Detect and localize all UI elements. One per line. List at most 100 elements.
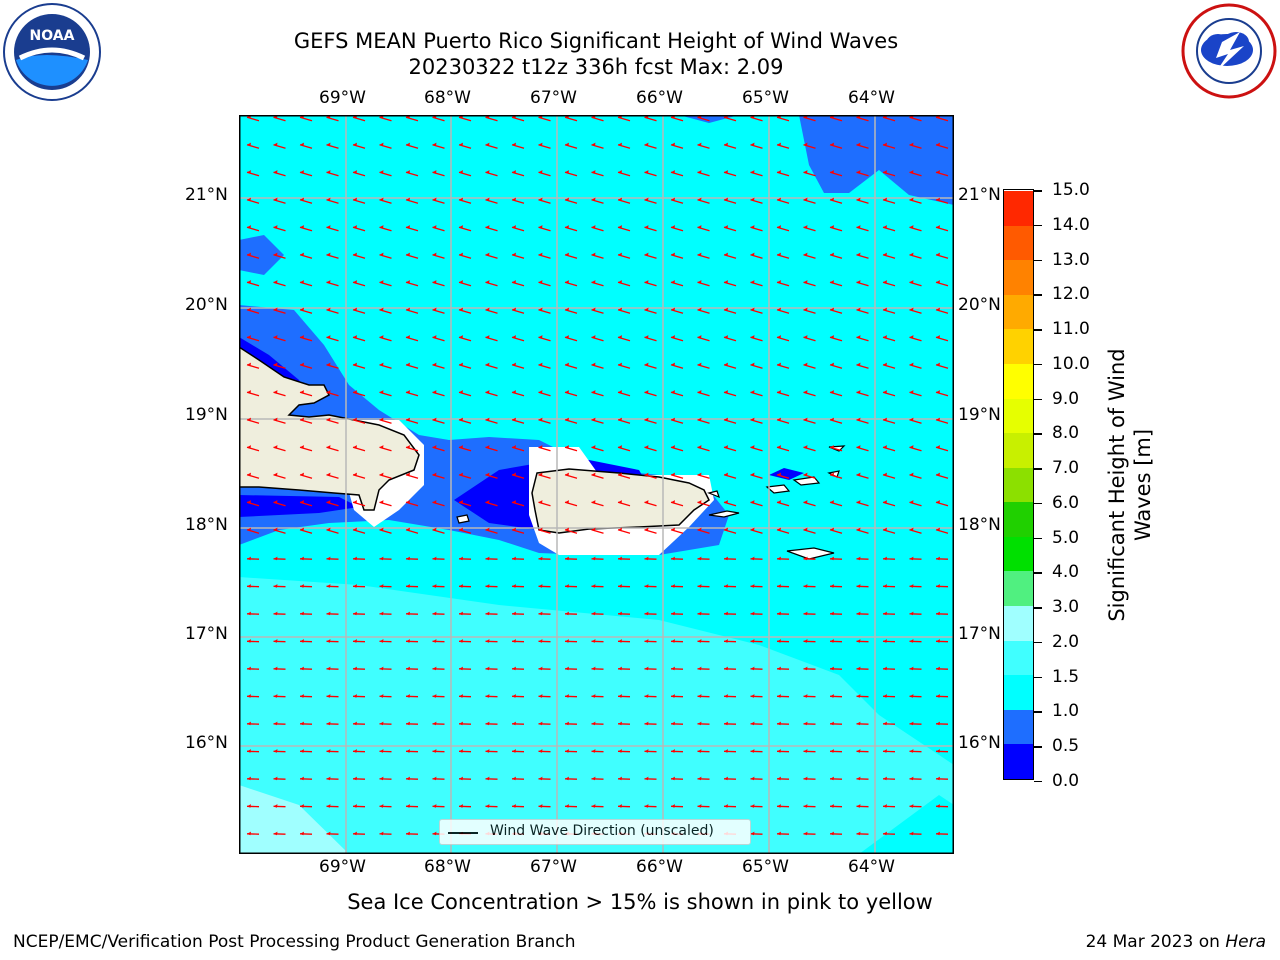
wave-direction-arrowhead <box>379 170 384 174</box>
wave-direction-arrowhead <box>485 142 490 147</box>
wave-direction-arrowhead <box>247 776 251 781</box>
map-frame <box>239 115 954 854</box>
wave-direction-arrowhead <box>671 500 675 504</box>
wave-direction-arrowhead <box>750 280 755 284</box>
colorbar-tick: 7.0 <box>1033 458 1079 478</box>
wave-direction-arrowhead <box>300 804 304 808</box>
wave-direction-arrowhead <box>565 804 569 808</box>
wave-direction-arrowhead <box>671 307 675 312</box>
wave-direction-arrowhead <box>644 749 649 753</box>
wave-direction-arrowhead <box>803 776 808 781</box>
wave-direction-arrowhead <box>803 584 808 588</box>
colorbar-tick: 13.0 <box>1034 250 1090 270</box>
wave-direction-arrowhead <box>300 666 304 671</box>
wave-direction-arrowhead <box>750 721 755 726</box>
wave-direction-arrowhead <box>830 500 834 504</box>
wave-direction-arrowhead <box>512 445 516 449</box>
st-croix-island <box>786 547 835 560</box>
wave-direction-arrowhead <box>856 556 861 561</box>
colorbar-segment <box>1004 398 1033 434</box>
wave-direction-arrowhead <box>273 197 278 202</box>
colorbar-tick: 4.0 <box>1033 562 1079 582</box>
wave-direction-arrowhead <box>803 225 808 229</box>
wave-direction-arrowhead <box>830 252 834 257</box>
wave-direction-arrowhead <box>883 362 887 367</box>
wave-direction-arrowhead <box>697 776 702 781</box>
wave-direction-arrowhead <box>591 307 596 312</box>
wave-direction-arrowhead <box>300 142 304 147</box>
wave-direction-arrowhead <box>697 666 702 671</box>
wave-direction-arrowhead <box>724 197 728 202</box>
wave-direction-arrowhead <box>777 362 781 367</box>
wave-direction-arrowhead <box>485 170 490 174</box>
wave-direction-arrowhead <box>300 307 304 312</box>
wave-direction-arrowhead <box>273 225 278 229</box>
wave-direction-arrowhead <box>300 500 304 504</box>
wave-direction-arrowhead <box>909 197 914 202</box>
wave-direction-arrowhead <box>406 445 410 449</box>
wave-direction-arrowhead <box>644 142 649 147</box>
wave-direction-arrowhead <box>591 362 596 367</box>
colorbar-tick: 5.0 <box>1033 528 1079 548</box>
wave-direction-arrowhead <box>697 556 702 561</box>
lon-tick-bottom: 65°W <box>742 857 789 877</box>
lon-tick-top: 66°W <box>636 88 683 108</box>
colorbar-tick: 2.0 <box>1033 632 1079 652</box>
colorbar-segment <box>1004 294 1033 330</box>
wave-direction-arrowhead <box>724 170 728 174</box>
wave-direction-arrowhead <box>591 611 596 616</box>
footer-date-text: 24 Mar 2023 on <box>1085 932 1226 952</box>
wave-direction-arrowhead <box>432 445 437 449</box>
wave-direction-arrowhead <box>273 666 278 671</box>
colorbar-segment <box>1004 363 1033 399</box>
wave-direction-arrowhead <box>247 307 251 312</box>
wave-direction-arrowhead <box>326 500 331 504</box>
wave-direction-arrowhead <box>538 666 543 671</box>
wave-direction-arrowhead <box>565 666 569 671</box>
wave-direction-arrowhead <box>432 749 437 753</box>
wave-direction-arrowhead <box>406 500 410 504</box>
wave-direction-arrowhead <box>538 611 543 616</box>
wave-direction-arrowhead <box>618 694 622 698</box>
wave-height-map <box>239 115 954 854</box>
wave-direction-arrowhead <box>326 252 331 257</box>
wave-direction-arrowhead <box>591 500 596 504</box>
wave-direction-arrowhead <box>671 472 675 477</box>
wave-direction-arrowhead <box>936 142 940 147</box>
wave-direction-arrowhead <box>724 472 728 477</box>
wave-direction-arrowhead <box>618 776 622 781</box>
wave-direction-arrowhead <box>459 584 463 588</box>
wave-direction-arrowhead <box>591 639 596 643</box>
wave-direction-arrowhead <box>909 142 914 147</box>
wave-direction-arrowhead <box>909 666 914 671</box>
wave-direction-arrowhead <box>432 776 437 781</box>
wave-direction-arrowhead <box>538 445 543 449</box>
wave-direction-arrowhead <box>883 556 887 561</box>
wave-direction-arrowhead <box>300 639 304 643</box>
wave-direction-arrowhead <box>379 252 384 257</box>
wave-direction-arrowhead <box>300 335 304 339</box>
wave-band-0.0-0.5-sw <box>239 495 359 517</box>
wave-direction-arrowhead <box>300 472 304 477</box>
wave-direction-arrowhead <box>565 362 569 367</box>
wave-direction-arrowhead <box>830 472 834 477</box>
wave-direction-arrowhead <box>326 804 331 808</box>
wave-direction-arrowhead <box>591 225 596 229</box>
wave-direction-arrowhead <box>459 472 463 477</box>
wave-direction-arrowhead <box>459 611 463 616</box>
wave-direction-arrowhead <box>565 170 569 174</box>
wave-direction-arrowhead <box>883 527 887 532</box>
colorbar-segment <box>1004 467 1033 503</box>
wave-direction-arrowhead <box>247 804 251 808</box>
wave-direction-arrowhead <box>697 584 702 588</box>
wave-direction-arrowhead <box>671 362 675 367</box>
wave-direction-arrowhead <box>247 556 251 561</box>
wave-direction-arrowhead <box>326 307 331 312</box>
wave-direction-arrowhead <box>750 252 755 257</box>
wave-direction-arrowhead <box>856 197 861 202</box>
wave-direction-arrowhead <box>273 611 278 616</box>
wave-direction-arrowhead <box>724 142 728 147</box>
wave-direction-arrowhead <box>247 362 251 367</box>
wave-direction-arrowhead <box>618 445 622 449</box>
wave-direction-arrowhead <box>538 252 543 257</box>
